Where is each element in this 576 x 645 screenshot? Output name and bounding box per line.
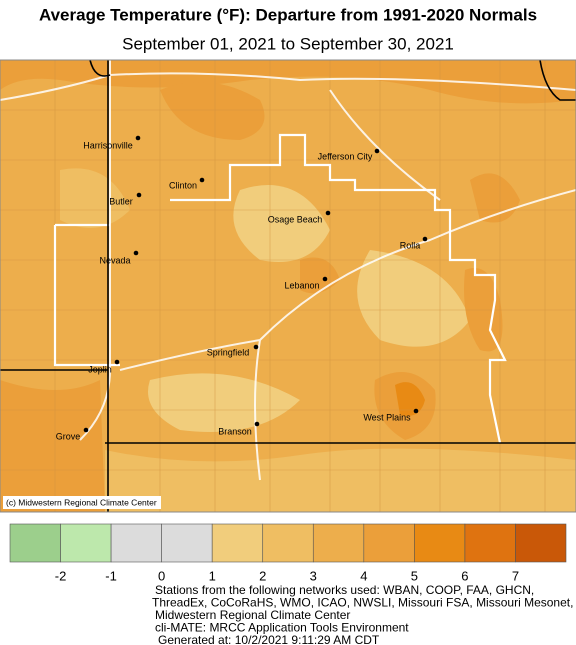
legend-tick-label: 1 bbox=[209, 568, 216, 583]
credit-line: ThreadEx, CoCoRaHS, WMO, ICAO, NWSLI, Mi… bbox=[152, 596, 573, 610]
highways bbox=[0, 60, 576, 481]
legend-swatch bbox=[262, 523, 314, 563]
city-dot bbox=[374, 148, 380, 154]
hot-area bbox=[395, 382, 425, 416]
credit-line: cli-MATE: MRCC Application Tools Environ… bbox=[155, 621, 409, 635]
city-dot bbox=[254, 421, 260, 427]
city-dot bbox=[325, 210, 331, 216]
city-label: Harrisonville bbox=[83, 140, 133, 150]
legend-tick-label: 0 bbox=[158, 568, 165, 583]
legend-swatch bbox=[9, 523, 61, 563]
warm-area bbox=[0, 380, 105, 512]
cool-area bbox=[357, 250, 470, 347]
legend-swatch bbox=[211, 523, 264, 563]
legend-tick-label: -2 bbox=[55, 568, 67, 583]
city-label: West Plains bbox=[363, 412, 411, 422]
city-label: Lebanon bbox=[284, 280, 319, 290]
copyright-box bbox=[3, 496, 161, 509]
city-label: Rolla bbox=[400, 240, 421, 250]
legend-swatch bbox=[414, 523, 466, 563]
city-label: Jefferson City bbox=[318, 151, 373, 161]
cool-area bbox=[105, 448, 576, 512]
credit-line: Generated at: 10/2/2021 9:11:29 AM CDT bbox=[158, 633, 380, 645]
city-dot bbox=[135, 135, 141, 141]
city-label: Joplin bbox=[88, 364, 112, 374]
legend-tick-label: 5 bbox=[411, 568, 418, 583]
city-label: Butler bbox=[109, 196, 133, 206]
city-dot bbox=[83, 427, 89, 433]
subtitle: September 01, 2021 to September 30, 2021 bbox=[122, 34, 454, 53]
city-dot bbox=[136, 192, 142, 198]
legend-tick-label: 4 bbox=[360, 568, 367, 583]
legend-swatch bbox=[110, 523, 162, 563]
credit-line: Midwestern Regional Climate Center bbox=[155, 608, 350, 622]
state-lines bbox=[89, 59, 576, 101]
warm-area bbox=[0, 60, 576, 104]
city-label: Springfield bbox=[207, 347, 250, 357]
legend-swatch bbox=[312, 523, 365, 563]
credits: Stations from the following networks use… bbox=[152, 583, 573, 645]
cool-area bbox=[233, 185, 330, 262]
cool-area bbox=[60, 168, 130, 228]
legend: -2 -1 0 1 2 3 4 5 6 7 bbox=[9, 523, 567, 583]
city-dot bbox=[322, 276, 328, 282]
legend-swatch bbox=[363, 523, 415, 563]
city-dot bbox=[422, 236, 428, 242]
title: Average Temperature (°F): Departure from… bbox=[39, 5, 537, 24]
city-markers bbox=[83, 135, 428, 433]
city-dot bbox=[133, 250, 139, 256]
city-label: Branson bbox=[218, 426, 252, 436]
legend-tick-label: 7 bbox=[512, 568, 519, 583]
city-dot bbox=[114, 359, 120, 365]
legend-swatch bbox=[464, 523, 516, 563]
state-lines bbox=[0, 60, 576, 512]
legend-tick-label: 2 bbox=[259, 568, 266, 583]
city-dot bbox=[253, 344, 259, 350]
legend-swatch bbox=[60, 523, 112, 563]
legend-tick-label: 3 bbox=[310, 568, 317, 583]
city-dot bbox=[413, 408, 419, 414]
city-label: Grove bbox=[56, 431, 81, 441]
copyright: (c) Midwestern Regional Climate Center bbox=[6, 497, 157, 507]
legend-tick-label: -1 bbox=[105, 568, 117, 583]
region-boundary bbox=[53, 133, 507, 444]
legend-tick-label: 6 bbox=[461, 568, 468, 583]
warm-area bbox=[160, 82, 265, 140]
credit-line: Stations from the following networks use… bbox=[155, 583, 534, 597]
legend-swatch bbox=[515, 523, 567, 563]
city-label: Clinton bbox=[169, 180, 197, 190]
city-label: Nevada bbox=[99, 255, 130, 265]
city-label: Osage Beach bbox=[268, 214, 323, 224]
legend-swatch bbox=[161, 523, 213, 563]
city-dot bbox=[199, 177, 205, 183]
map: Harrisonville Jefferson City Clinton But… bbox=[0, 59, 576, 513]
map-frame bbox=[0, 59, 576, 513]
cool-area bbox=[148, 373, 300, 432]
